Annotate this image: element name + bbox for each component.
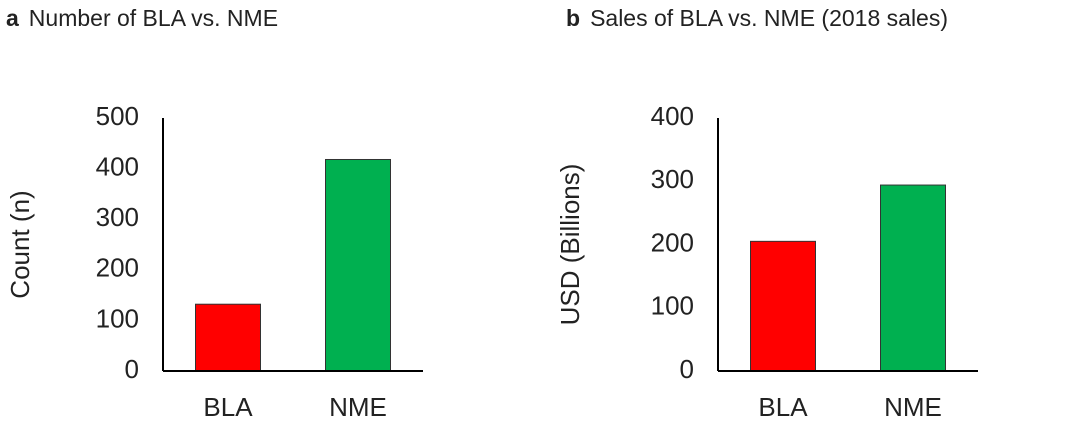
bar [195,303,261,372]
y-axis-label: Count (n) [5,190,35,298]
title-text: Sales of BLA vs. NME (2018 sales) [590,5,948,31]
y-tick-label: 100 [651,291,694,321]
y-tick-label: 0 [680,354,694,384]
x-tick-label: BLA [758,392,808,422]
y-tick-label: 300 [96,202,139,232]
y-tick-label: 200 [651,227,694,257]
chart-title: b Sales of BLA vs. NME (2018 sales) [566,5,948,31]
y-axis-label: USD (Billions) [555,164,585,326]
bar [880,184,946,372]
chart-title: a Number of BLA vs. NME [6,5,278,31]
title-text: Number of BLA vs. NME [29,5,278,31]
panel-label: b [566,5,580,31]
y-tick-label: 400 [96,151,139,181]
y-tick-label: 100 [96,303,139,333]
bar [750,240,816,372]
y-tick-label: 400 [651,101,694,131]
y-tick-label: 200 [96,253,139,283]
y-tick-label: 0 [125,354,139,384]
panel-label: a [6,5,19,31]
x-tick-label: NME [329,392,387,422]
x-tick-label: NME [884,392,942,422]
x-tick-label: BLA [203,392,253,422]
bar [325,158,391,372]
y-tick-label: 500 [96,101,139,131]
y-tick-label: 300 [651,164,694,194]
